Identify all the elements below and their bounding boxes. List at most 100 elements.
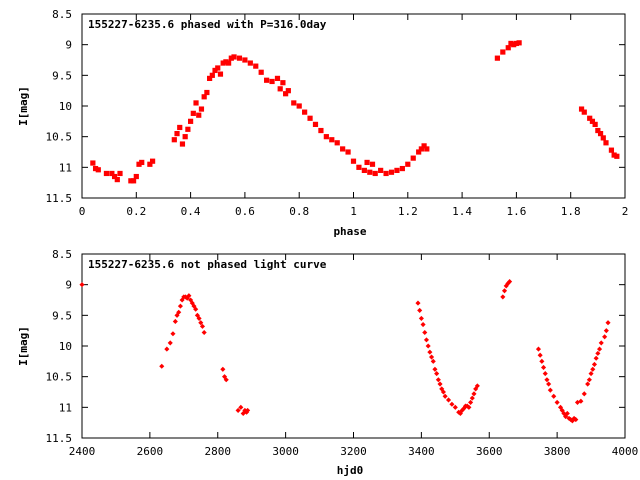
phased-data-point <box>597 131 604 137</box>
unphased-data-point <box>539 358 545 364</box>
unphased-data-point <box>564 410 570 417</box>
unphased-data-point <box>468 399 474 405</box>
phased-x-tick-label: 0.4 <box>181 205 201 218</box>
phased-x-ticks: 0 0.2 0.4 0.6 0.8 1 1.2 1.4 1.6 1.8 2 <box>79 14 628 218</box>
phased-data-point <box>171 137 177 143</box>
phased-data-point <box>329 137 335 143</box>
phased-x-tick: 1.2 <box>398 14 418 218</box>
unphased-x-tick-label: 3600 <box>476 445 503 458</box>
phased-x-tick: 2 <box>622 14 628 218</box>
phased-x-tick: 0.6 <box>235 14 255 218</box>
phased-data-point <box>345 149 351 155</box>
phased-x-tick: 0.4 <box>181 14 201 218</box>
unphased-data-point <box>238 404 244 410</box>
unphased-data-point <box>590 366 596 372</box>
unphased-data-point <box>418 315 424 321</box>
phased-data-point <box>201 94 207 100</box>
phased-y-tick-label: 8.5 <box>52 8 72 21</box>
phased-data-point <box>223 59 229 65</box>
phased-data-point <box>277 86 283 92</box>
phased-y-tick-label: 9 <box>65 39 72 52</box>
unphased-x-tick: 4000 <box>612 254 639 458</box>
phased-data-point <box>603 140 609 146</box>
phased-data-point <box>421 143 427 149</box>
phased-data-point <box>399 165 405 172</box>
phased-data-point <box>95 167 101 173</box>
phased-data-point <box>139 159 145 166</box>
phased-data-point <box>608 147 615 153</box>
phased-data-point <box>147 161 153 167</box>
unphased-x-tick: 2800 <box>205 254 231 458</box>
unphased-x-tick: 3800 <box>544 254 570 458</box>
phased-x-tick: 1.4 <box>452 14 472 218</box>
unphased-data-point <box>422 329 428 336</box>
phased-data-point <box>285 88 291 94</box>
phased-data-point <box>130 178 137 184</box>
phased-y-axis-label: I[mag] <box>17 86 30 126</box>
phased-y-tick-label: 11.5 <box>46 192 73 205</box>
phased-data-point <box>323 134 329 140</box>
unphased-x-tick-label: 3000 <box>272 445 299 458</box>
phased-data-point <box>247 60 253 66</box>
phased-data-point <box>193 100 199 106</box>
phased-data-point <box>350 158 357 164</box>
unphased-data-point <box>159 363 165 369</box>
unphased-data-point <box>573 417 579 423</box>
unphased-y-axis-label: I[mag] <box>17 326 30 366</box>
unphased-data-point <box>423 337 430 343</box>
phased-data-point <box>196 112 202 118</box>
unphased-data-point <box>420 321 426 328</box>
unphased-data-point <box>177 303 183 309</box>
unphased-data-point <box>164 346 170 352</box>
unphased-x-tick: 3600 <box>476 254 503 458</box>
phased-data-point <box>179 141 186 147</box>
unphased-data-point <box>235 407 241 413</box>
phased-data-point <box>207 75 213 81</box>
phased-data-point <box>128 178 134 184</box>
phased-data-point <box>177 124 183 131</box>
phased-data-point <box>190 110 196 116</box>
unphased-data-point <box>220 366 226 372</box>
phased-data-point <box>508 40 514 47</box>
unphased-data-point <box>449 401 455 407</box>
phased-data-point <box>318 127 324 134</box>
phased-data-point <box>589 118 596 124</box>
phased-data-point <box>103 170 110 177</box>
phased-data-point <box>242 57 248 63</box>
unphased-x-tick: 3000 <box>272 254 299 458</box>
phased-data-point <box>356 164 362 170</box>
phased-x-tick-label: 1.4 <box>452 205 472 218</box>
phased-data-point <box>90 160 96 166</box>
unphased-data-point <box>417 307 423 313</box>
phased-data-point <box>149 158 156 164</box>
unphased-y-tick-label: 10.5 <box>46 371 73 384</box>
unphased-data-point <box>442 393 448 399</box>
phased-y-tick: 8.5 <box>52 8 625 21</box>
unphased-data-point <box>435 377 441 383</box>
unphased-chart-title: 155227-6235.6 not phased light curve <box>88 258 327 271</box>
phased-data-point <box>595 127 601 134</box>
phased-data-point <box>258 69 264 75</box>
unphased-data-point <box>466 404 472 410</box>
phased-x-tick: 1.6 <box>506 14 526 218</box>
unphased-y-tick: 8.5 <box>52 248 625 261</box>
unphased-x-tick: 2600 <box>137 254 163 458</box>
phased-data-point <box>185 126 191 132</box>
phased-x-tick-label: 0 <box>79 205 86 218</box>
phased-data-point <box>220 60 226 66</box>
unphased-x-tick-label: 4000 <box>612 445 639 458</box>
phased-x-tick: 1 <box>350 14 357 218</box>
phased-data-point <box>416 149 422 155</box>
unphased-y-tick-label: 10 <box>59 340 72 353</box>
phased-data-point <box>388 169 395 175</box>
phased-x-tick-label: 0.2 <box>126 205 146 218</box>
phased-data-point <box>378 167 384 173</box>
unphased-data-point <box>445 397 452 403</box>
phased-data-point <box>494 55 500 61</box>
phased-y-tick: 9.5 <box>52 69 625 82</box>
unphased-data-point <box>595 350 601 356</box>
phased-x-tick-label: 1.2 <box>398 205 418 218</box>
phased-data-point <box>600 135 606 141</box>
phased-data-point <box>367 169 373 175</box>
